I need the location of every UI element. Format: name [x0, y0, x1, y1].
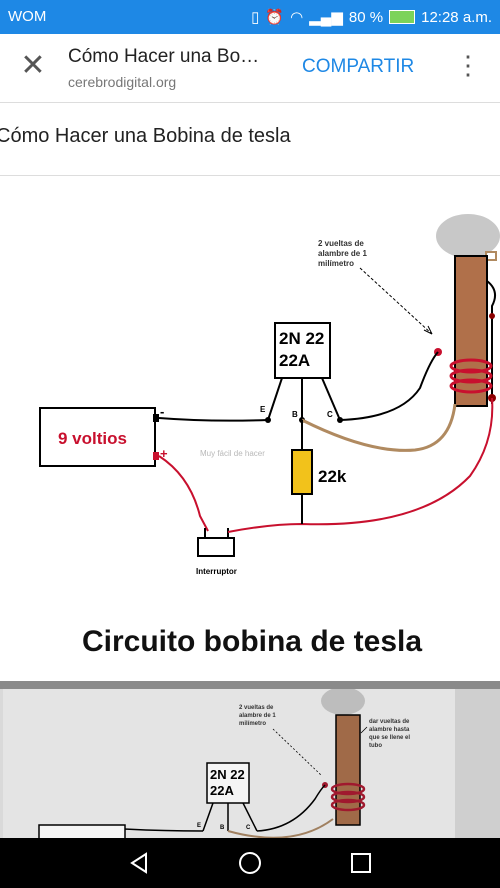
battery-label: 9 voltios — [58, 429, 127, 448]
watermark-text: Muy fácil de hacer — [200, 449, 265, 458]
related-fill-note-4: tubo — [369, 743, 382, 749]
related-fill-note-3: que se llene el — [369, 735, 410, 741]
related-pin-c: C — [246, 825, 251, 831]
battery-minus-label: - — [160, 404, 164, 419]
vibrate-icon: ▯ — [251, 9, 260, 26]
pin-c-label: C — [327, 410, 333, 419]
alarm-icon: ⏰ — [265, 9, 285, 26]
battery-plus-label: + — [160, 446, 168, 461]
related-fill-note-1: dar vueltas de — [369, 719, 410, 725]
coil-note-line-2: alambre de 1 — [318, 249, 367, 258]
status-bar: WOM ▯ ⏰ ◠ ▂▄▆ 80 % 12:28 a.m. — [0, 0, 500, 34]
resistor-body — [291, 449, 313, 495]
related-fill-note-2: alambre hasta — [369, 727, 410, 733]
related-coil-note-2: alambre de 1 — [239, 713, 276, 719]
coil-note-line-3: milímetro — [318, 259, 354, 268]
switch-label: Interruptor — [196, 567, 237, 576]
related-pin-e: E — [197, 823, 201, 829]
carrier-name: WOM — [8, 8, 47, 25]
recents-icon[interactable] — [346, 848, 376, 878]
wifi-icon: ◠ — [290, 9, 304, 26]
share-button[interactable]: COMPARTIR — [302, 56, 415, 77]
transistor-label-1: 2N 22 — [279, 329, 324, 348]
related-image-edge — [455, 689, 500, 838]
signal-icon: ▂▄▆ — [309, 9, 343, 26]
transistor-label-2: 22A — [279, 351, 310, 370]
battery-percent: 80 % — [348, 8, 384, 26]
system-nav-bar — [0, 838, 500, 888]
app-bar: ✕ Cómo Hacer una Bo… cerebrodigital.org … — [0, 34, 500, 103]
related-image-content: 2 vueltas de alambre de 1 milímetro dar … — [3, 689, 455, 838]
battery-body — [39, 407, 156, 467]
diagram-caption: Circuito bobina de tesla — [82, 625, 422, 658]
transistor-body — [274, 322, 331, 379]
clock: 12:28 a.m. — [421, 8, 492, 26]
status-icons: ▯ ⏰ ◠ ▂▄▆ 80 % 12:28 a.m. — [251, 8, 492, 27]
primary-winding-2 — [449, 368, 493, 384]
back-icon[interactable] — [124, 848, 154, 878]
page-title: Cómo Hacer una Bo… — [68, 46, 260, 67]
article-heading: Cómo Hacer una Bobina de tesla — [0, 125, 291, 147]
related-coil-note-3: milímetro — [239, 721, 266, 727]
related-coil-note-1: 2 vueltas de — [239, 705, 274, 711]
primary-winding-3 — [449, 378, 493, 394]
page-url: cerebrodigital.org — [68, 74, 177, 90]
related-transistor-2: 22A — [210, 783, 234, 798]
image-separator — [0, 681, 500, 689]
battery-icon — [389, 10, 416, 24]
pin-e-label: E — [260, 405, 266, 414]
article-heading-bar: Cómo Hacer una Bobina de tesla — [0, 103, 500, 176]
switch-body — [197, 537, 235, 557]
primary-winding-1 — [449, 358, 493, 374]
pin-b-label: B — [292, 410, 298, 419]
related-transistor-1: 2N 22 — [210, 767, 245, 782]
related-image[interactable]: 2 vueltas de alambre de 1 milímetro dar … — [0, 689, 500, 838]
related-diagram: 2 vueltas de alambre de 1 milímetro dar … — [38, 689, 410, 838]
top-load-sphere — [436, 214, 500, 258]
circuit-diagram-image[interactable]: 2 vueltas de alambre de 1 milímetro 2N 2… — [0, 176, 500, 681]
close-icon[interactable]: ✕ — [20, 49, 46, 82]
related-pin-b: B — [220, 825, 225, 831]
home-icon[interactable] — [235, 848, 265, 878]
more-options-icon[interactable]: ⋮ — [455, 50, 481, 80]
coil-note-line-1: 2 vueltas de — [318, 239, 364, 248]
circuit-diagram: 2 vueltas de alambre de 1 milímetro 2N 2… — [39, 214, 500, 658]
resistor-label: 22k — [318, 467, 347, 486]
